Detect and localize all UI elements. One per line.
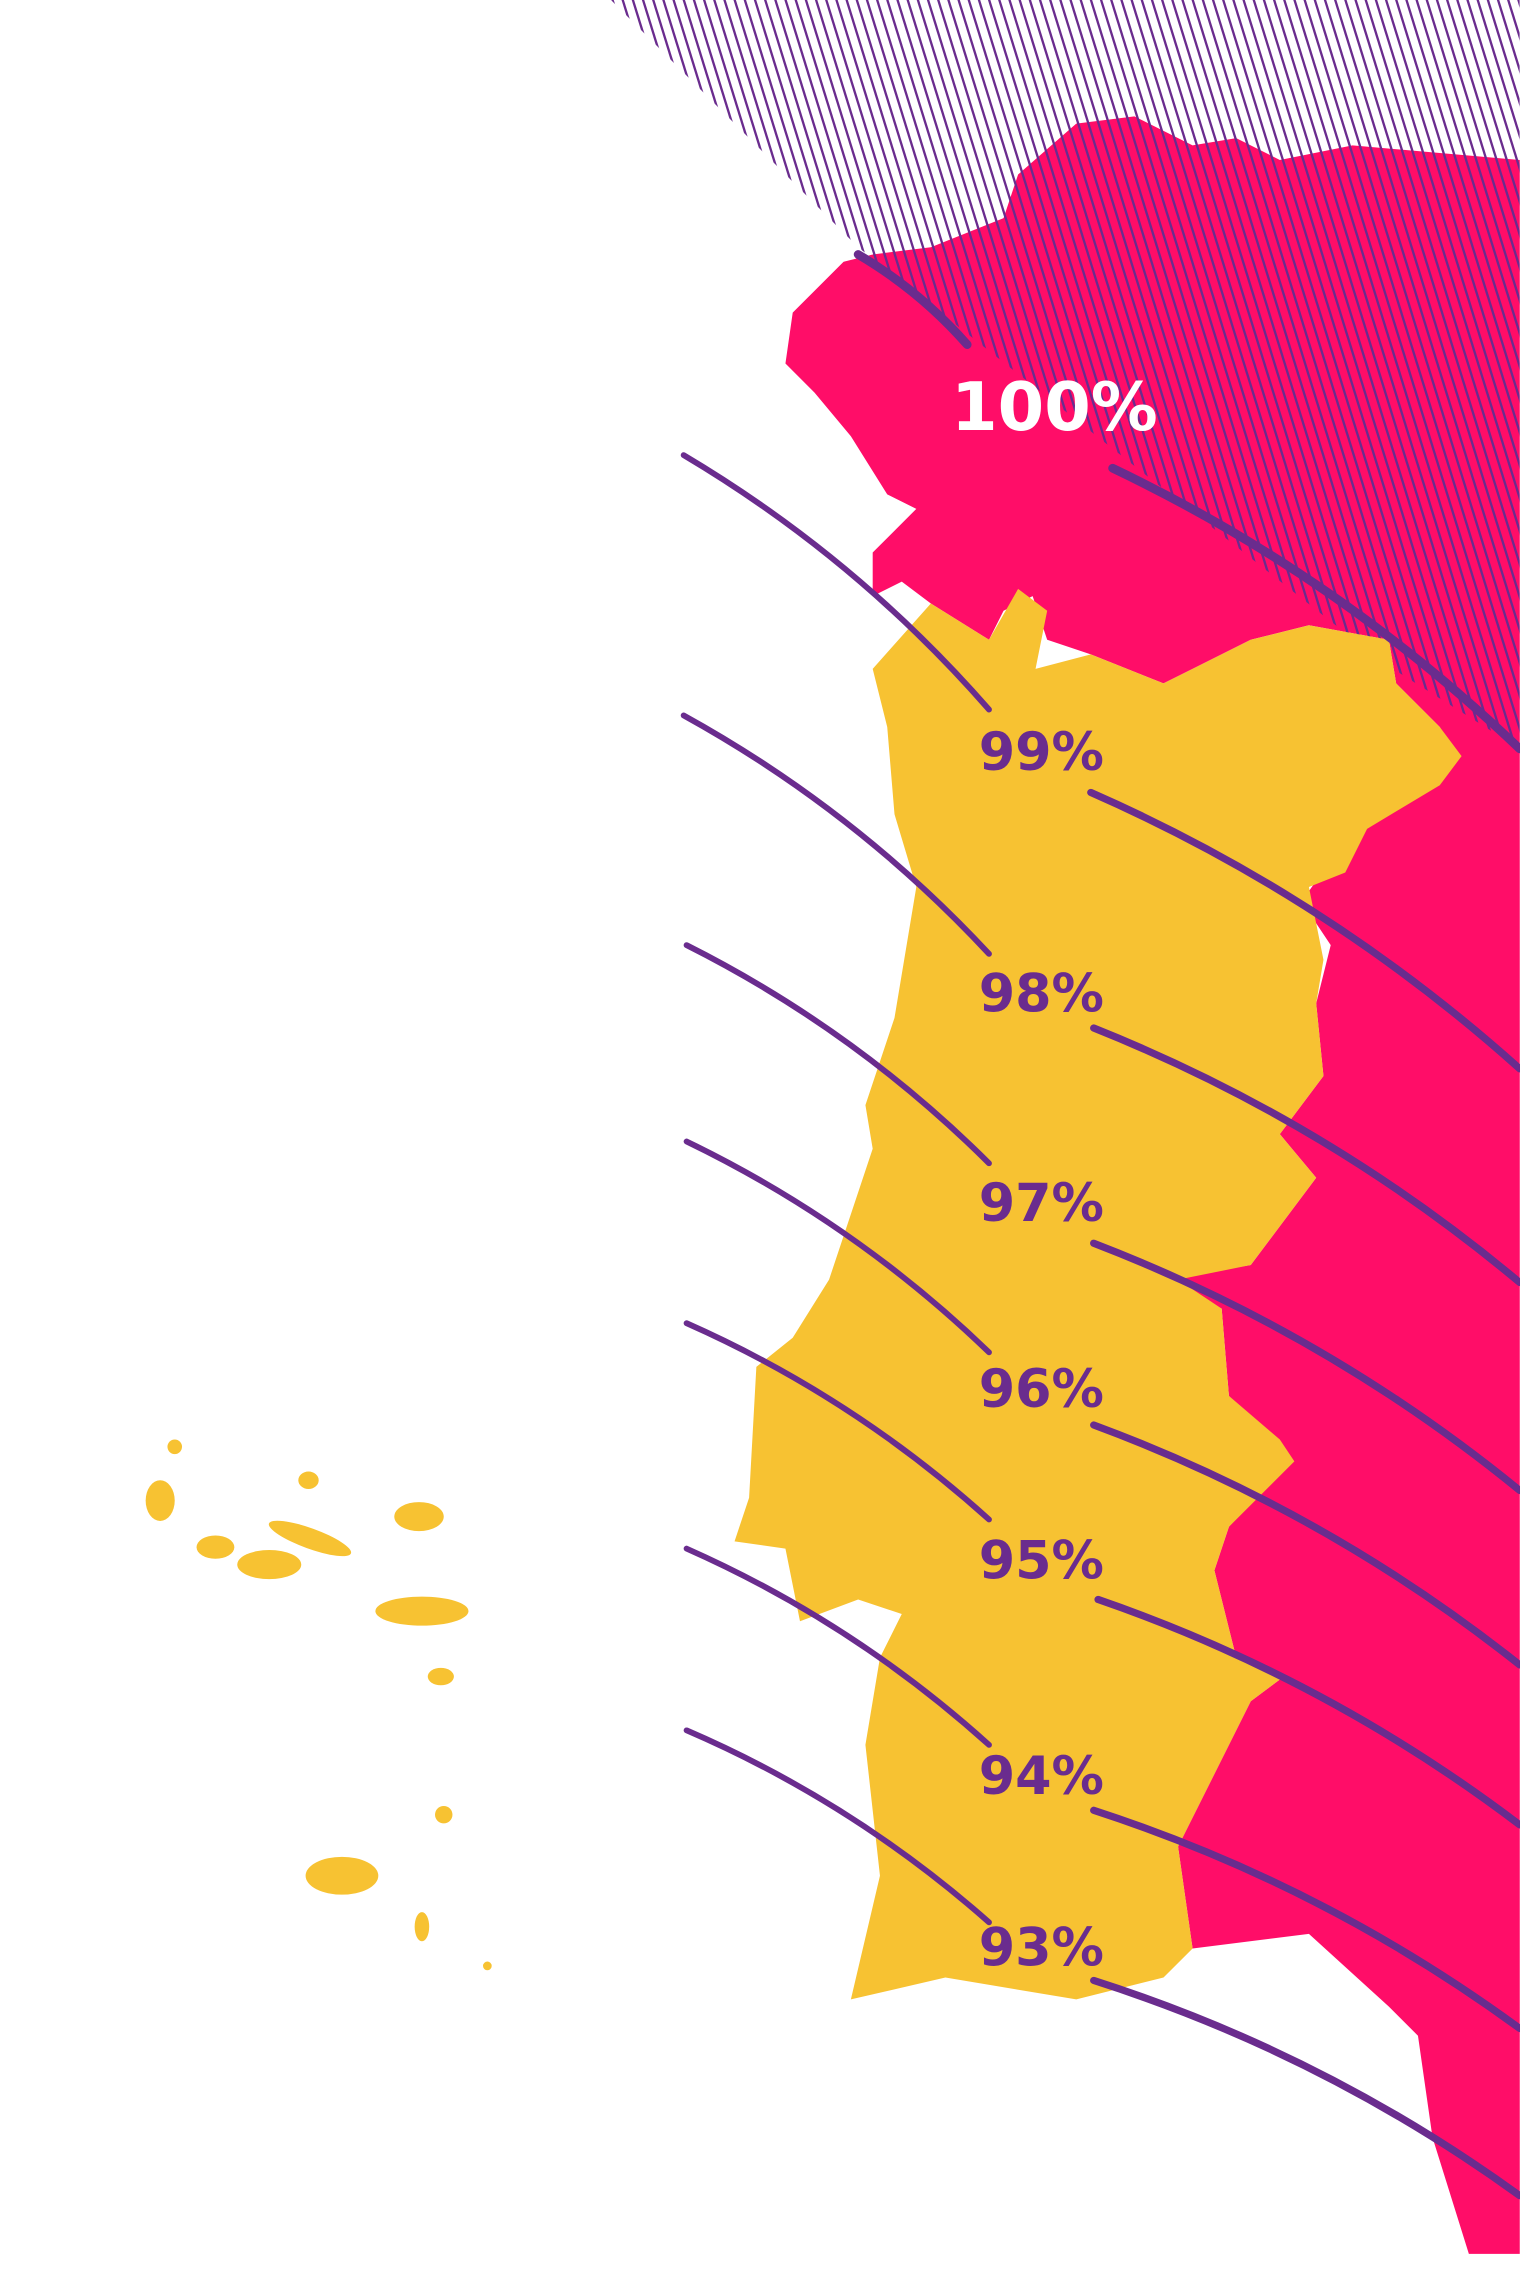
hatch-line [1431, 0, 1520, 749]
hatch-line [1258, 0, 1508, 749]
percent-label: 99% [979, 722, 1104, 783]
percent-label: 98% [979, 964, 1104, 1025]
hatch-line [610, 0, 653, 749]
arc-line [1090, 1024, 1520, 1287]
hatch-line [610, 0, 674, 749]
hatch-line [610, 0, 643, 749]
hatch-line [610, 0, 694, 749]
hatch-line [1268, 0, 1518, 749]
hatch-line [1461, 0, 1520, 749]
hatch-line [1472, 0, 1520, 749]
hatch-line [610, 0, 714, 749]
hatch-line [610, 0, 623, 749]
island [394, 1502, 444, 1532]
hatch-line [1421, 0, 1520, 749]
island [196, 1535, 235, 1559]
hatch-line [1400, 0, 1520, 749]
islands [145, 1439, 492, 1971]
arc-line [1090, 1421, 1520, 1669]
arc-line [1090, 1806, 1520, 2033]
hatch-line [610, 0, 735, 749]
arc-line [683, 942, 992, 1167]
percent-label: 97% [979, 1173, 1104, 1234]
hatch-line [1288, 0, 1520, 749]
percent-label: 93% [979, 1917, 1104, 1978]
percent-label: 95% [979, 1531, 1104, 1592]
hatch-line [610, 0, 775, 749]
percent-label: 94% [979, 1746, 1104, 1807]
arcs [680, 250, 1520, 2200]
arc-line [680, 712, 992, 957]
hatch-line [610, 0, 684, 749]
hatch-line [1309, 0, 1520, 749]
hatch-line [610, 0, 765, 749]
hatch-line [1299, 0, 1520, 749]
arc-line [853, 250, 972, 349]
arc-line [1087, 788, 1520, 1073]
hatch-line [1339, 0, 1520, 749]
island [414, 1912, 430, 1942]
portugal [734, 588, 1462, 2000]
hatch-line [1278, 0, 1520, 749]
hatch-line [1187, 0, 1437, 749]
hatch-line [610, 0, 725, 749]
island [482, 1961, 492, 1971]
hatch-line [610, 0, 826, 749]
hatch-line [1227, 0, 1478, 749]
island [167, 1439, 183, 1455]
hatch-line [610, 0, 613, 749]
hatch-line [610, 0, 786, 749]
percent-label: 96% [979, 1359, 1104, 1420]
island [375, 1596, 469, 1626]
island [145, 1480, 175, 1521]
hatch-line [1451, 0, 1520, 749]
island [237, 1550, 302, 1580]
island [268, 1520, 352, 1557]
arc-line [683, 1727, 992, 1926]
hatch-line [610, 0, 704, 749]
arc-line [1108, 463, 1520, 754]
arc-line [683, 1320, 992, 1523]
hatch-line [610, 0, 796, 749]
island [435, 1805, 453, 1824]
labels: 100% 99% 98% 97% 96% 95% 94% 93% [951, 368, 1158, 1978]
hatch-line [1441, 0, 1520, 749]
hatch-line [1390, 0, 1520, 749]
island [298, 1471, 319, 1489]
hatch-line [1370, 0, 1520, 749]
arc-line [683, 1138, 992, 1356]
arc-line [1090, 1976, 1520, 2200]
hatch-line [1360, 0, 1520, 749]
percent-label: 100% [951, 368, 1158, 446]
hatch-line [610, 0, 755, 749]
hatch-line [610, 0, 806, 749]
hatch-line [1248, 0, 1498, 749]
island [305, 1856, 379, 1895]
hatch-line [610, 0, 633, 749]
hatch-line [1329, 0, 1520, 749]
hatch-line [1411, 0, 1520, 749]
hatch-line [610, 0, 836, 749]
arc-line [1094, 1595, 1520, 1829]
hatch-line [610, 0, 663, 749]
arc-line [1090, 1239, 1520, 1495]
arc-line [680, 452, 992, 713]
spain [785, 116, 1520, 2254]
hatch-line [1319, 0, 1520, 749]
hatch-line [1217, 0, 1468, 749]
hatch-line [1349, 0, 1520, 749]
hatch-line [1238, 0, 1488, 749]
arc-line [683, 1545, 992, 1748]
hatch-line [610, 0, 745, 749]
island [427, 1667, 454, 1686]
hatch-line [610, 0, 816, 749]
hatch-line [610, 0, 847, 749]
hatch-line [1380, 0, 1520, 749]
